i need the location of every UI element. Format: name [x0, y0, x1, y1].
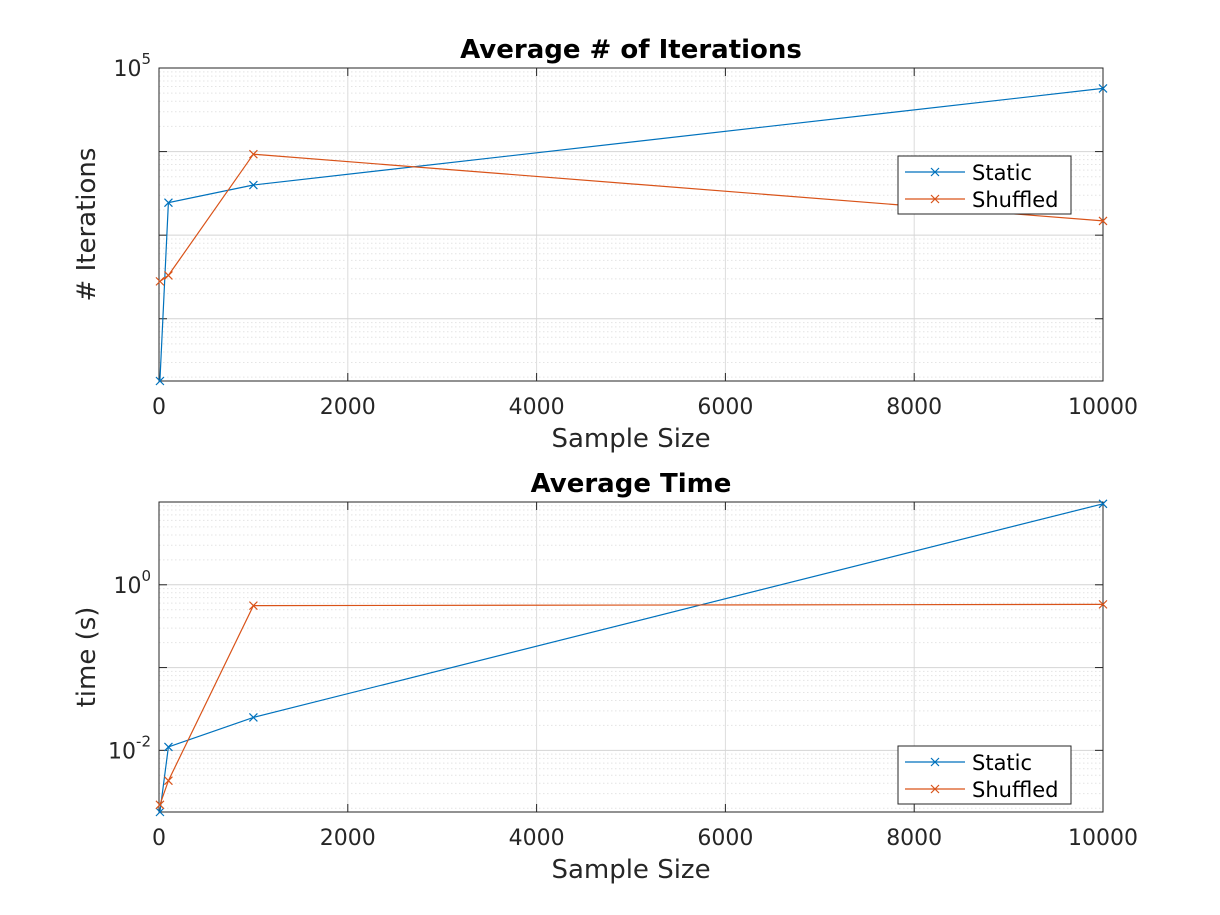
y-tick-label: 10-2 — [108, 732, 151, 764]
data-point-marker — [248, 601, 258, 611]
data-point-marker — [1098, 499, 1108, 509]
grid — [159, 502, 1103, 812]
x-tick-label: 6000 — [697, 395, 753, 420]
chart-title: Average # of Iterations — [460, 35, 802, 65]
data-point-marker — [164, 742, 173, 752]
data-point-marker — [164, 776, 173, 786]
series-shuffled — [155, 599, 1108, 810]
x-tick-label: 8000 — [886, 826, 942, 851]
legend-label: Shuffled — [972, 188, 1059, 212]
x-axis-label: Sample Size — [551, 855, 710, 885]
chart-2: 0 2000 4000 6000 8000 10000 100 10-2 Average Tim… — [72, 469, 1138, 885]
legend-label: Static — [972, 161, 1032, 185]
x-tick-label: 10000 — [1068, 395, 1138, 420]
data-point-marker — [248, 180, 258, 190]
axes-box — [158, 501, 1104, 813]
data-point-marker — [155, 807, 165, 817]
x-tick-label: 10000 — [1068, 826, 1138, 851]
axes-box — [158, 67, 1104, 382]
y-tick-label: 105 — [113, 50, 151, 82]
y-axis-label: # Iterations — [72, 148, 102, 302]
legend-marker — [930, 757, 940, 767]
data-point-marker — [164, 198, 173, 208]
data-point-marker — [248, 712, 258, 722]
x-tick-label: 0 — [152, 826, 166, 851]
legend-marker — [930, 194, 940, 204]
chart-1: 0 2000 4000 6000 8000 10000 105 Average # of It… — [72, 35, 1138, 454]
data-point-marker — [155, 800, 165, 810]
series-line — [159, 153, 1104, 282]
series-shuffled — [155, 149, 1108, 286]
legend-marker — [930, 784, 940, 794]
x-tick-label: 6000 — [697, 826, 753, 851]
data-point-marker — [1098, 216, 1108, 226]
data-point-marker — [1098, 83, 1108, 93]
x-axis-label: Sample Size — [551, 424, 710, 454]
series-line — [159, 503, 1104, 813]
grid — [159, 68, 1103, 381]
legend-label: Shuffled — [972, 778, 1059, 802]
x-tick-label: 4000 — [509, 395, 565, 420]
series-line — [159, 87, 1104, 382]
data-point-marker — [164, 270, 173, 280]
x-tick-label: 8000 — [886, 395, 942, 420]
x-tick-label: 0 — [152, 395, 166, 420]
legend: Static Shuffled — [897, 155, 1072, 215]
legend-label: Static — [972, 751, 1032, 775]
x-tick-label: 2000 — [320, 395, 376, 420]
legend-box — [897, 155, 1072, 215]
legend-marker — [930, 167, 940, 177]
data-point-marker — [155, 276, 165, 286]
series-static — [155, 83, 1108, 386]
plot-area — [159, 68, 1103, 381]
legend-box — [897, 745, 1072, 805]
series-line — [159, 603, 1104, 805]
x-tick-label: 4000 — [509, 826, 565, 851]
legend: Static Shuffled — [897, 745, 1072, 805]
x-tick-label: 2000 — [320, 826, 376, 851]
data-point-marker — [1098, 599, 1108, 609]
chart-title: Average Time — [531, 469, 732, 499]
y-axis-label: time (s) — [72, 607, 102, 708]
series-static — [155, 499, 1108, 817]
y-tick-label: 100 — [113, 567, 151, 599]
data-point-marker — [248, 149, 258, 159]
data-point-marker — [155, 376, 165, 386]
